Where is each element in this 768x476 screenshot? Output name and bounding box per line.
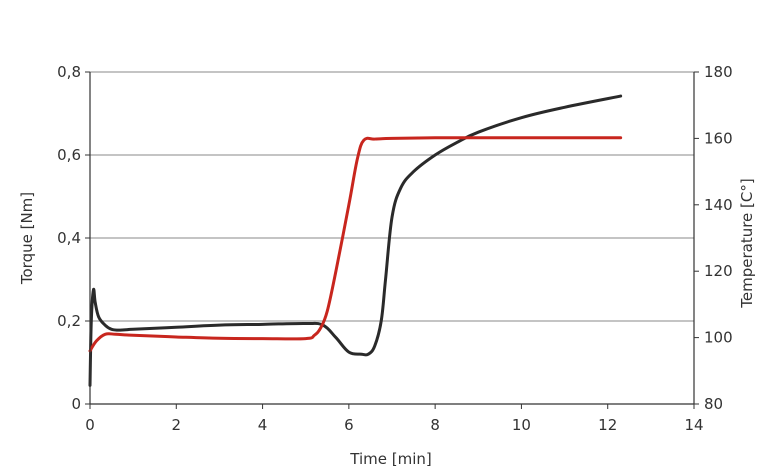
x-tick-label: 6 [344, 416, 354, 434]
x-tick-label: 14 [684, 416, 703, 434]
torque-series-line [88, 94, 623, 387]
x-axis-title: Time [min] [349, 450, 431, 468]
y-right-tick-label: 140 [704, 196, 733, 214]
series-layer [88, 94, 623, 387]
y-right-tick-label: 100 [704, 329, 733, 347]
y-left-axis-title: Torque [Nm] [18, 192, 36, 285]
x-tick-label: 10 [512, 416, 531, 434]
x-tick-label: 8 [430, 416, 440, 434]
y-left-tick-label: 0,8 [57, 63, 81, 81]
y-right-axis-title: Temperature [C°] [738, 178, 756, 308]
y-right-tick-label: 120 [704, 262, 733, 280]
y-right-tick-label: 180 [704, 63, 733, 81]
y-left-tick-label: 0,6 [57, 146, 81, 164]
y-left-tick-label: 0 [71, 395, 81, 413]
x-tick-label: 12 [598, 416, 617, 434]
x-tick-label: 0 [85, 416, 95, 434]
x-tick-label: 4 [258, 416, 268, 434]
grid [90, 71, 694, 322]
temperature-series-line [88, 136, 623, 353]
y-right-tick-label: 80 [704, 395, 723, 413]
tick-labels: 0 2 4 6 8 10 12 1400,20,40,60,88010012014016018… [57, 63, 733, 434]
y-left-tick-label: 0,4 [57, 229, 81, 247]
y-right-tick-label: 160 [704, 129, 733, 147]
x-tick-label: 2 [172, 416, 182, 434]
y-left-tick-label: 0,2 [57, 312, 81, 330]
axes [85, 71, 699, 409]
